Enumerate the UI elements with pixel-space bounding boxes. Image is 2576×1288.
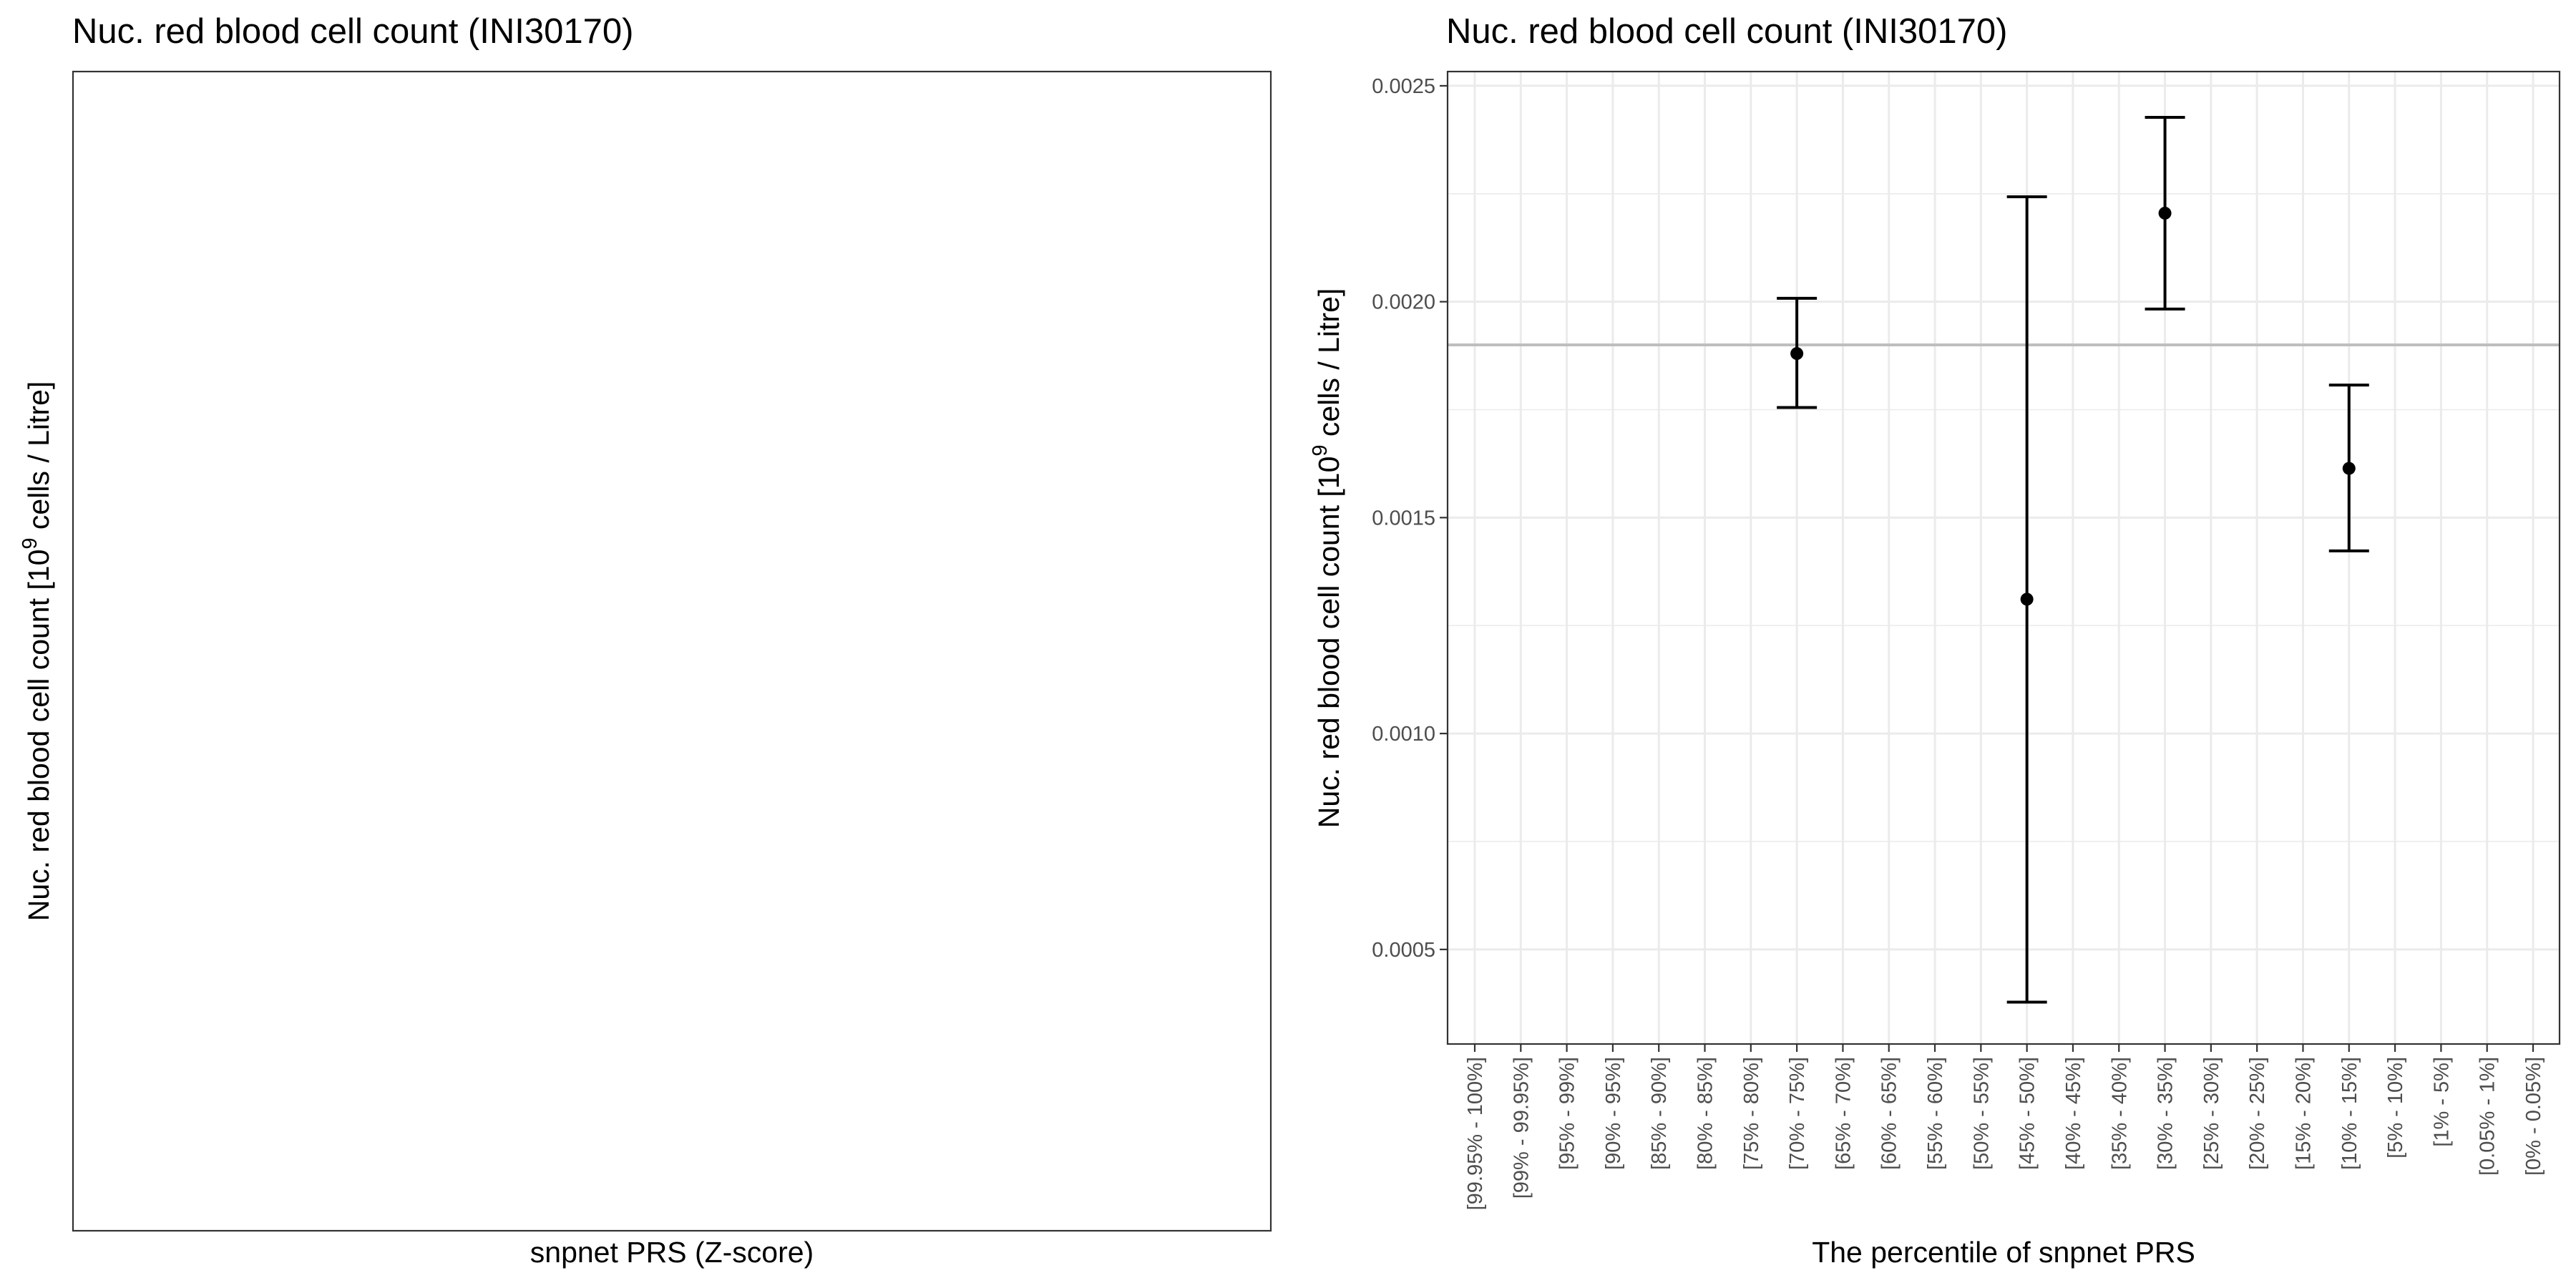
x-tick-label: [25% - 30%] — [2200, 1057, 2223, 1170]
x-tick-label: [15% - 20%] — [2292, 1057, 2315, 1170]
x-tick-label: [1% - 5%] — [2430, 1057, 2453, 1147]
x-tick-label: [85% - 90%] — [1648, 1057, 1671, 1170]
right-y-axis-title: Nuc. red blood cell count [109 cells / L… — [1309, 288, 1345, 829]
left-x-axis-title: snpnet PRS (Z-score) — [530, 1236, 814, 1269]
right-y-axis: 0.0005 0.0010 0.0015 0.0020 0.0025 — [1372, 75, 1448, 962]
x-tick-label: [80% - 85%] — [1694, 1057, 1717, 1170]
x-tick-label: [35% - 40%] — [2108, 1057, 2131, 1170]
x-tick-label: [55% - 60%] — [1924, 1057, 1947, 1170]
right-x-axis: [99.95% - 100%] [99% - 99.95%] [95% - 99%]… — [1464, 1044, 2545, 1210]
y-tick-label: 0.0005 — [1372, 939, 1435, 962]
left-chart-title: Nuc. red blood cell count (INI30170) — [72, 12, 633, 51]
x-tick-label: [0.05% - 1%] — [2477, 1057, 2499, 1176]
data-point — [2158, 206, 2172, 220]
x-tick-label: [45% - 50%] — [2016, 1057, 2039, 1170]
x-tick-label: [60% - 65%] — [1878, 1057, 1901, 1170]
x-tick-label: [30% - 35%] — [2155, 1057, 2177, 1170]
x-tick-label: [99.95% - 100%] — [1464, 1057, 1487, 1210]
y-tick-label: 0.0015 — [1372, 507, 1435, 530]
data-point — [1790, 347, 1804, 361]
left-chart: Nuc. red blood cell count (INI30170) snp… — [19, 12, 1272, 1269]
left-y-axis-title: Nuc. red blood cell count [109 cells / L… — [19, 381, 55, 922]
right-plot-panel-border — [1446, 70, 2561, 1045]
x-tick-label: [5% - 10%] — [2384, 1057, 2407, 1158]
x-tick-label: [40% - 45%] — [2062, 1057, 2085, 1170]
x-tick-label: [20% - 25%] — [2246, 1057, 2269, 1170]
left-plot-panel — [72, 70, 1272, 1232]
x-tick-label: [50% - 55%] — [1970, 1057, 1993, 1170]
x-tick-label: [75% - 80%] — [1740, 1057, 1763, 1170]
right-data-marks — [1777, 115, 2369, 1004]
y-tick-label: 0.0020 — [1372, 291, 1435, 314]
right-plot-panel-background — [1448, 72, 2560, 1044]
right-x-axis-title: The percentile of snpnet PRS — [1812, 1236, 2195, 1269]
right-chart: Nuc. red blood cell count (INI30170) 0.0… — [1309, 12, 2561, 1269]
data-point — [2020, 592, 2034, 606]
y-tick-label: 0.0010 — [1372, 723, 1435, 746]
x-tick-label: [65% - 70%] — [1832, 1057, 1855, 1170]
x-tick-label: [10% - 15%] — [2338, 1057, 2361, 1170]
data-point — [2342, 462, 2356, 475]
x-tick-label: [70% - 75%] — [1786, 1057, 1809, 1170]
right-chart-title: Nuc. red blood cell count (INI30170) — [1446, 12, 2007, 51]
x-tick-label: [0% - 0.05%] — [2522, 1057, 2545, 1176]
x-tick-label: [90% - 95%] — [1602, 1057, 1625, 1170]
x-tick-label: [95% - 99%] — [1556, 1057, 1579, 1170]
x-tick-label: [99% - 99.95%] — [1510, 1057, 1533, 1199]
y-tick-label: 0.0025 — [1372, 75, 1435, 98]
right-grid — [1448, 72, 2560, 1044]
